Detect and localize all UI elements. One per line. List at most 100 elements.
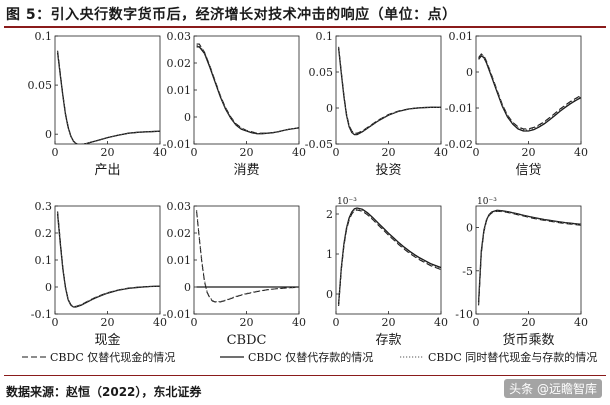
panel-7-ytick-label: -5	[462, 265, 473, 278]
panel-7-xtick-label: 20	[522, 316, 536, 329]
panel-4-ytick-label: -0.1	[31, 308, 52, 321]
panel-2-series-line-1	[337, 48, 441, 136]
panel-2-title: 投资	[375, 162, 401, 178]
panel-3-series-line-1	[478, 54, 581, 132]
panel-2-xtick-label: 40	[434, 146, 448, 159]
panel-7-ytick-label: 0	[466, 222, 473, 235]
panel-3-ytick-label: 0.01	[449, 30, 474, 43]
panel-2-series-line-0	[338, 46, 441, 134]
panel-1-ytick-label: -0.01	[163, 138, 191, 151]
panel-2-ytick-label: -0.05	[305, 138, 333, 151]
panel-7-series-line-1	[477, 209, 581, 302]
panel-3-title: 信贷	[515, 163, 541, 178]
panel-7-ytick-label: -10	[455, 308, 473, 321]
panel-5-ytick-label: -0.01	[163, 308, 191, 321]
panel-1-series-line-0	[196, 43, 299, 134]
panel-6-xtick-label: 40	[434, 316, 448, 329]
panel-4-xtick-label: 40	[153, 316, 167, 329]
panel-2-ytick-label: 0.05	[309, 66, 334, 79]
panel-1-title: 消费	[233, 163, 259, 178]
legend-label-1: CBDC 仅替代存款的情况	[248, 350, 373, 364]
panel-2-ytick-label: 0	[326, 102, 333, 115]
panel-6-series-line-0	[338, 209, 441, 307]
panel-1-axes-box	[193, 35, 300, 145]
panel-2-axes-box	[335, 35, 442, 145]
panel-6-ytick-label: 0	[326, 288, 333, 301]
panel-4-ytick-label: 0	[45, 281, 52, 294]
panel-6-title: 存款	[375, 333, 401, 348]
panel-4-ytick-label: 0.3	[35, 200, 53, 213]
watermark: 头条 @远瞻智库	[504, 379, 602, 398]
panel-1-ytick-label: 0.03	[167, 30, 192, 43]
panel-6-series-line-2	[338, 208, 441, 306]
panel-3-axes-box	[475, 35, 582, 145]
panel-0-series-line-0	[57, 50, 160, 144]
panel-6-scale-label: 10⁻³	[337, 197, 357, 207]
panel-0-ytick-label: 0.05	[28, 79, 53, 92]
panel-0-series-line-2	[57, 51, 160, 144]
panel-0-xtick-label: 20	[101, 146, 115, 159]
panel-5-ytick-label: 0.01	[167, 254, 192, 267]
panel-1-ytick-label: 0.02	[167, 57, 192, 70]
legend-label-0: CBDC 仅替代现金的情况	[50, 350, 175, 364]
data-source: 数据来源：赵恒（2022），东北证券	[6, 385, 202, 399]
panel-0-xtick-label: 0	[52, 146, 59, 159]
panel-6-xtick-label: 0	[333, 316, 340, 329]
panel-7-scale-label: 10⁻³	[477, 197, 497, 207]
panel-6-xtick-label: 20	[382, 316, 396, 329]
panel-2-ytick-label: 0.1	[316, 30, 334, 43]
panel-5-title: CBDC	[227, 333, 267, 348]
panel-5-series-line-0	[196, 211, 299, 303]
panel-2-series-line-2	[338, 47, 441, 135]
panel-4-ytick-label: 0.2	[35, 227, 53, 240]
panel-3-ytick-label: -0.01	[445, 102, 473, 115]
panel-4-ytick-label: 0.1	[35, 254, 53, 267]
panel-1-ytick-label: 0	[184, 111, 191, 124]
panel-3-series-line-0	[478, 53, 581, 130]
panel-1-series-line-1	[196, 46, 299, 135]
panel-5-series-line-2	[196, 210, 299, 303]
panel-2-xtick-label: 20	[382, 146, 396, 159]
panel-4-series-line-2	[57, 212, 160, 308]
panel-1-series-line-2	[196, 44, 299, 135]
title-rule	[4, 26, 606, 28]
panel-4-axes-box	[54, 205, 161, 315]
panel-0-ytick-label: 0	[45, 128, 52, 141]
panel-0-axes-box	[54, 35, 161, 145]
panel-5-ytick-label: 0.03	[167, 200, 192, 213]
panel-3-xtick-label: 40	[574, 146, 588, 159]
panel-4-xtick-label: 20	[101, 316, 115, 329]
panel-4-title: 现金	[94, 332, 120, 348]
panel-3-series-line-2	[478, 53, 581, 131]
panel-1-xtick-label: 20	[240, 146, 254, 159]
panel-5-axes-box	[193, 205, 300, 315]
panel-5-ytick-label: 0.02	[167, 227, 192, 240]
panel-0-series-line-1	[56, 52, 160, 144]
panel-5-xtick-label: 20	[240, 316, 254, 329]
panel-3-ytick-label: 0	[466, 66, 473, 79]
panel-4-xtick-label: 0	[52, 316, 59, 329]
panel-5-xtick-label: 0	[191, 316, 198, 329]
panel-6-ytick-label: 1	[326, 248, 333, 261]
panel-2-xtick-label: 0	[333, 146, 340, 159]
panel-7-xtick-label: 40	[574, 316, 588, 329]
panel-0-ytick-label: 0.1	[35, 30, 53, 43]
panel-3-ytick-label: -0.02	[445, 138, 473, 151]
panel-7-series-line-2	[478, 210, 581, 304]
panel-6-ytick-label: 2	[326, 208, 333, 221]
panel-7-title: 货币乘数	[502, 332, 554, 348]
panel-4-series-line-1	[56, 214, 160, 308]
legend-label-2: CBDC 同时替代现金与存款的情况	[428, 350, 597, 364]
panel-6-axes-box	[335, 205, 442, 315]
panel-7-xtick-label: 0	[473, 316, 480, 329]
panel-1-ytick-label: 0.01	[167, 84, 192, 97]
panel-1-xtick-label: 0	[191, 146, 198, 159]
source-rule	[4, 375, 606, 376]
panel-1-xtick-label: 40	[292, 146, 306, 159]
panel-7-series-line-0	[478, 210, 581, 306]
panel-5-xtick-label: 40	[292, 316, 306, 329]
panel-0-xtick-label: 40	[153, 146, 167, 159]
panel-0-title: 产出	[94, 163, 120, 178]
panel-3-xtick-label: 0	[473, 146, 480, 159]
